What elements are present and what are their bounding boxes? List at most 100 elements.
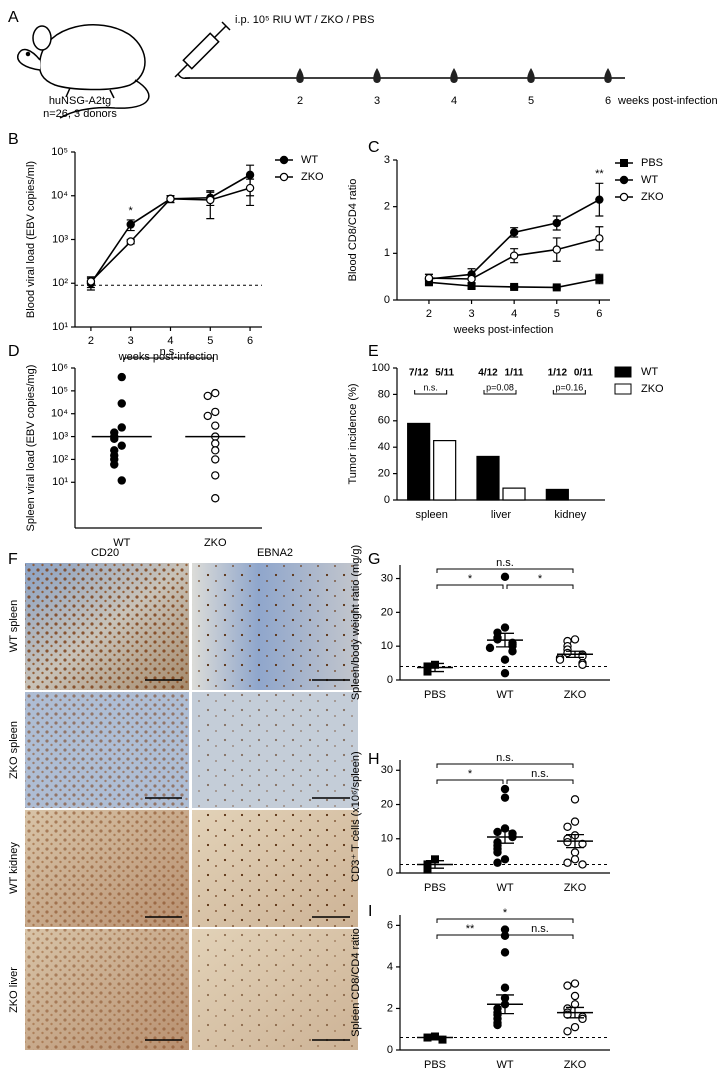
y-tick-label: 3	[384, 154, 390, 166]
error-bar	[426, 662, 444, 673]
x-tick-label: kidney	[554, 509, 586, 521]
timepoint-drop	[604, 68, 612, 83]
column-label: CD20	[91, 547, 119, 559]
test-label: p=0.16	[555, 382, 583, 392]
y-tick-label: 2	[387, 1002, 393, 1014]
y-axis-label: Tumor incidence (%)	[347, 383, 359, 484]
marker	[500, 669, 510, 678]
marker	[279, 172, 289, 182]
panel-letter: H	[368, 751, 380, 768]
legend-swatch	[614, 366, 632, 378]
marker	[485, 643, 495, 653]
marker	[508, 647, 517, 656]
bar	[407, 422, 431, 501]
injection-label: i.p. 10⁵ RIU WT / ZKO / PBS	[235, 14, 374, 26]
marker	[467, 274, 476, 284]
comparison-bracket	[436, 918, 574, 923]
marker	[211, 439, 220, 448]
error-bar	[246, 178, 255, 207]
marker	[619, 192, 629, 202]
y-tick-label: 10⁶	[51, 362, 68, 374]
legend-label: WT	[641, 174, 658, 186]
marker	[423, 865, 432, 874]
y-tick-label: 10	[381, 640, 393, 652]
error-bar	[566, 1006, 584, 1019]
series-line	[90, 174, 251, 284]
y-tick-label: 10⁴	[51, 408, 68, 420]
marker	[211, 407, 220, 417]
test-bracket	[483, 390, 517, 395]
comparison-bracket	[436, 763, 574, 768]
marker	[500, 983, 510, 992]
row-label: ZKO liver	[8, 967, 20, 1013]
x-tick-label: 4	[167, 335, 173, 347]
marker	[126, 220, 135, 229]
timepoint-label: 2	[297, 95, 303, 107]
y-tick-label: 10⁵	[51, 385, 68, 397]
mouse-drawing	[17, 24, 150, 119]
panel-letter: I	[368, 903, 372, 920]
count-label: 1/12	[548, 368, 568, 379]
timepoint-label: 3	[374, 95, 380, 107]
marker	[509, 251, 519, 260]
y-tick-label: 10⁴	[51, 190, 68, 202]
marker	[500, 948, 510, 957]
marker	[578, 860, 587, 869]
timepoint-drop	[527, 68, 535, 83]
x-tick-label: 5	[554, 308, 560, 320]
comparison-bracket	[436, 584, 504, 589]
y-tick-label: 0	[384, 494, 390, 506]
legend-label: ZKO	[641, 383, 664, 395]
x-tick-label: 3	[128, 335, 134, 347]
test-bracket	[414, 390, 448, 395]
marker	[211, 446, 220, 455]
x-axis-label: weeks post-infection	[118, 351, 219, 363]
error-bar	[566, 833, 584, 849]
marker	[493, 858, 502, 867]
x-tick-label: 6	[247, 335, 253, 347]
x-tick-label: PBS	[424, 882, 446, 894]
bar	[433, 440, 457, 501]
y-tick-label: 0	[387, 674, 393, 686]
comparison-label: n.s.	[496, 557, 514, 569]
marker	[493, 1020, 502, 1030]
x-tick-label: 2	[88, 335, 94, 347]
count-label: 5/11	[435, 368, 454, 379]
x-tick-label: PBS	[424, 689, 446, 701]
y-tick-label: 6	[387, 919, 393, 931]
mouse-strain: huNSG-A2tg	[49, 95, 111, 107]
x-tick-label: WT	[496, 689, 513, 701]
marker	[500, 931, 510, 940]
marker	[279, 155, 289, 165]
marker	[206, 195, 215, 205]
y-tick-label: 20	[378, 468, 390, 480]
marker	[570, 795, 580, 804]
marker	[552, 218, 561, 228]
y-tick-label: 0	[387, 867, 393, 879]
marker	[117, 372, 126, 382]
y-tick-label: 1	[384, 247, 390, 259]
legend-label: WT	[301, 154, 318, 166]
marker	[563, 648, 572, 658]
marker	[245, 183, 255, 193]
comparison-label: n.s.	[496, 752, 514, 764]
row-label: WT spleen	[8, 600, 20, 652]
marker	[563, 822, 572, 831]
panel-letter: D	[8, 343, 20, 360]
cohort: n=26, 3 donors	[43, 108, 117, 120]
timepoint-drop	[296, 68, 304, 83]
y-axis-label: Spleen CD8/CD4 ratio	[350, 928, 362, 1037]
marker	[117, 399, 126, 408]
y-tick-label: 10²	[52, 277, 68, 289]
count-label: 4/12	[478, 368, 498, 379]
y-tick-label: 10⁵	[51, 146, 68, 158]
legend-label: ZKO	[301, 171, 324, 183]
y-tick-label: 20	[381, 606, 393, 618]
x-tick-label: ZKO	[204, 537, 227, 549]
x-tick-label: 3	[468, 308, 474, 320]
row-label: ZKO spleen	[8, 721, 20, 779]
x-tick-label: WT	[496, 882, 513, 894]
micrographs	[25, 563, 358, 1050]
y-tick-label: 30	[381, 572, 393, 584]
